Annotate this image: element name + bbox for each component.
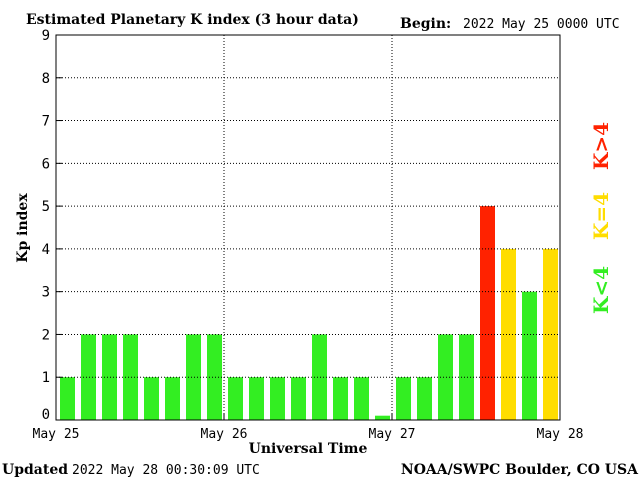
bar-7 xyxy=(207,334,222,420)
bar-5 xyxy=(165,377,180,420)
bar-12 xyxy=(312,334,327,420)
x-axis-label: Universal Time xyxy=(249,441,368,457)
bar-9 xyxy=(249,377,264,420)
bar-20 xyxy=(480,206,495,420)
y-tick-label-3: 3 xyxy=(42,285,50,301)
begin-label: Begin: xyxy=(400,16,451,32)
y-tick-label-8: 8 xyxy=(42,71,50,87)
y-axis-label: Kp index xyxy=(15,193,31,263)
bar-2 xyxy=(102,334,117,420)
x-tick-label-3: May 28 xyxy=(537,427,584,442)
y-tick-label-9: 9 xyxy=(42,28,50,44)
y-tick-label-6: 6 xyxy=(42,156,50,172)
legend-equal: K=4 xyxy=(589,192,613,240)
bar-8 xyxy=(228,377,243,420)
legend-high: K>4 xyxy=(589,122,613,170)
x-tick-label-0: May 25 xyxy=(33,427,80,442)
chart-title: Estimated Planetary K index (3 hour data… xyxy=(26,12,359,28)
bar-10 xyxy=(270,377,285,420)
y-tick-label-0: 0 xyxy=(42,407,50,423)
bar-4 xyxy=(144,377,159,420)
bar-3 xyxy=(123,334,138,420)
plot-frame xyxy=(55,34,561,421)
y-tick-label-7: 7 xyxy=(42,114,50,130)
bar-1 xyxy=(81,334,96,420)
plot-area: 0 1 2 3 4 5 6 7 8 9 May 25 May 26 May 27 May 28 xyxy=(33,28,584,442)
bar-14 xyxy=(354,377,369,420)
y-tick-label-5: 5 xyxy=(42,199,50,215)
bar-6 xyxy=(186,334,201,420)
y-tick-label-2: 2 xyxy=(42,327,50,343)
updated-label: Updated xyxy=(2,462,68,478)
y-tick-label-4: 4 xyxy=(42,242,50,258)
bar-18 xyxy=(438,334,453,420)
bar-19 xyxy=(459,334,474,420)
updated-value: 2022 May 28 00:30:09 UTC xyxy=(72,463,260,478)
bar-15 xyxy=(375,415,390,420)
bar-17 xyxy=(417,377,432,420)
bar-16 xyxy=(396,377,411,420)
credit-text: NOAA/SWPC Boulder, CO USA xyxy=(401,462,639,478)
y-tick-label-1: 1 xyxy=(42,370,50,386)
bar-11 xyxy=(291,377,306,420)
begin-value: 2022 May 25 0000 UTC xyxy=(463,17,620,32)
x-tick-label-1: May 26 xyxy=(201,427,248,442)
bar-22 xyxy=(522,291,537,420)
bar-13 xyxy=(333,377,348,420)
legend-low: K<4 xyxy=(589,266,613,314)
x-tick-label-2: May 27 xyxy=(369,427,416,442)
bar-0 xyxy=(60,377,75,420)
